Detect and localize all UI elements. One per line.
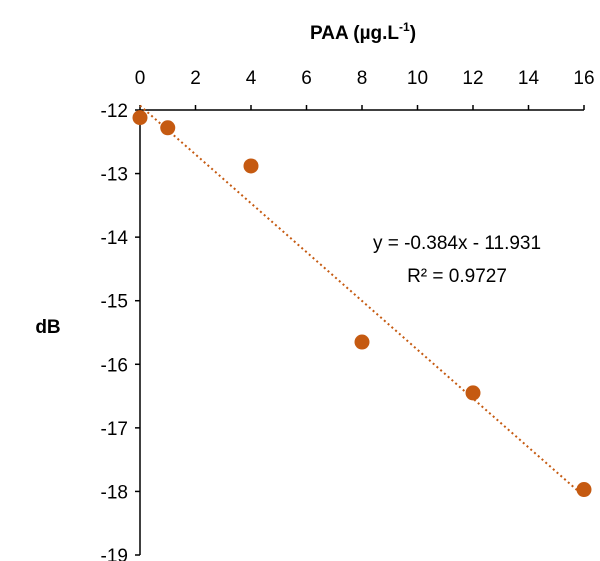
trendline [139, 104, 585, 497]
data-point [576, 482, 592, 498]
data-points [132, 110, 592, 498]
y-tick-label: -16 [101, 355, 128, 376]
equation-label: y = -0.384x - 11.931 [373, 233, 541, 254]
y-tick-label: -18 [101, 482, 128, 503]
x-tick-label: 0 [135, 68, 146, 89]
x-tick-label: 16 [573, 68, 594, 89]
data-point [160, 120, 176, 136]
x-tick-label: 14 [518, 68, 540, 89]
x-tick-label: 4 [246, 68, 257, 89]
data-point [132, 110, 148, 126]
y-tick-label: -15 [101, 292, 128, 313]
x-tick-label: 6 [301, 68, 312, 89]
y-tick-label: -17 [101, 419, 128, 440]
data-point [243, 158, 259, 174]
x-axis-title: PAA (µg.L-1) [310, 20, 416, 44]
x-tick-label: 8 [357, 68, 368, 89]
y-axis-title: dB [35, 317, 60, 338]
r-squared-label: R² = 0.9727 [407, 266, 507, 287]
y-tick-marks [135, 109, 140, 556]
y-tick-label: -12 [101, 101, 128, 122]
x-tick-label: 2 [190, 68, 201, 89]
y-tick-label: -13 [101, 165, 128, 186]
y-tick-labels: -12 -13 -14 -15 -16 -17 -18 -19 [101, 101, 129, 561]
y-tick-label: -14 [101, 228, 129, 249]
y-tick-label: -19 [101, 546, 128, 561]
x-tick-label: 10 [407, 68, 428, 89]
x-tick-label: 12 [462, 68, 483, 89]
data-point [465, 385, 481, 401]
x-tick-labels: 0 2 4 6 8 10 12 14 16 [135, 68, 595, 89]
data-point [354, 334, 370, 350]
